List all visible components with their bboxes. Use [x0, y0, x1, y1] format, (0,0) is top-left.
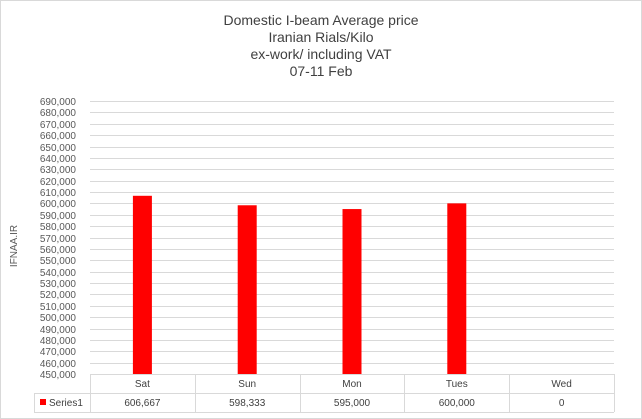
data-label: 600,000	[439, 398, 476, 409]
y-tick-label: 490,000	[40, 325, 77, 336]
data-table: Sat 606,667 Sun 598,333 Mon 595,000 Tues 600,00…	[34, 374, 615, 413]
y-tick-label: 680,000	[40, 108, 77, 119]
y-tick-label: 660,000	[40, 131, 77, 142]
y-axis-ticks: 450,000460,000470,000480,000490,000500,0…	[40, 97, 77, 381]
y-tick-label: 480,000	[40, 336, 77, 347]
data-label: 598,333	[229, 398, 266, 409]
y-tick-label: 500,000	[40, 313, 77, 324]
title-line-2: Iranian Rials/Kilo	[268, 29, 374, 45]
x-category-label: Tues	[446, 379, 468, 390]
data-label: 606,667	[124, 398, 161, 409]
y-tick-label: 630,000	[40, 165, 77, 176]
bar-tues	[447, 203, 467, 374]
title-line-1: Domestic I-beam Average price	[223, 12, 419, 28]
y-tick-label: 550,000	[40, 256, 77, 267]
y-tick-label: 690,000	[40, 97, 77, 108]
y-tick-label: 670,000	[40, 120, 77, 131]
data-label: 0	[559, 398, 565, 409]
x-category-label: Wed	[551, 379, 571, 390]
y-tick-label: 650,000	[40, 143, 77, 154]
y-tick-label: 620,000	[40, 177, 77, 188]
legend-series-name: Series1	[49, 398, 83, 409]
y-tick-label: 610,000	[40, 188, 77, 199]
title-line-4: 07-11 Feb	[289, 63, 353, 79]
legend-swatch	[40, 399, 46, 405]
bars	[132, 195, 467, 374]
bar-sat	[132, 195, 152, 374]
x-category-label: Mon	[342, 379, 361, 390]
y-tick-label: 560,000	[40, 245, 77, 256]
y-tick-label: 470,000	[40, 347, 77, 358]
x-category-label: Sun	[238, 379, 256, 390]
y-tick-label: 450,000	[40, 370, 77, 381]
y-tick-label: 530,000	[40, 279, 77, 290]
bar-sun	[237, 205, 257, 374]
y-tick-label: 640,000	[40, 154, 77, 165]
bar-mon	[342, 209, 362, 374]
y-tick-label: 570,000	[40, 234, 77, 245]
y-tick-label: 510,000	[40, 302, 77, 313]
y-tick-label: 520,000	[40, 290, 77, 301]
title-line-3: ex-work/ including VAT	[250, 46, 392, 62]
y-axis-label: IFNAA.IR	[9, 225, 20, 267]
y-tick-label: 540,000	[40, 268, 77, 279]
chart-title: Domestic I-beam Average price Iranian Ri…	[0, 12, 642, 80]
y-tick-label: 590,000	[40, 211, 77, 222]
y-tick-label: 460,000	[40, 359, 77, 370]
x-category-label: Sat	[135, 379, 150, 390]
y-tick-label: 580,000	[40, 222, 77, 233]
y-tick-label: 600,000	[40, 199, 77, 210]
data-label: 595,000	[334, 398, 371, 409]
